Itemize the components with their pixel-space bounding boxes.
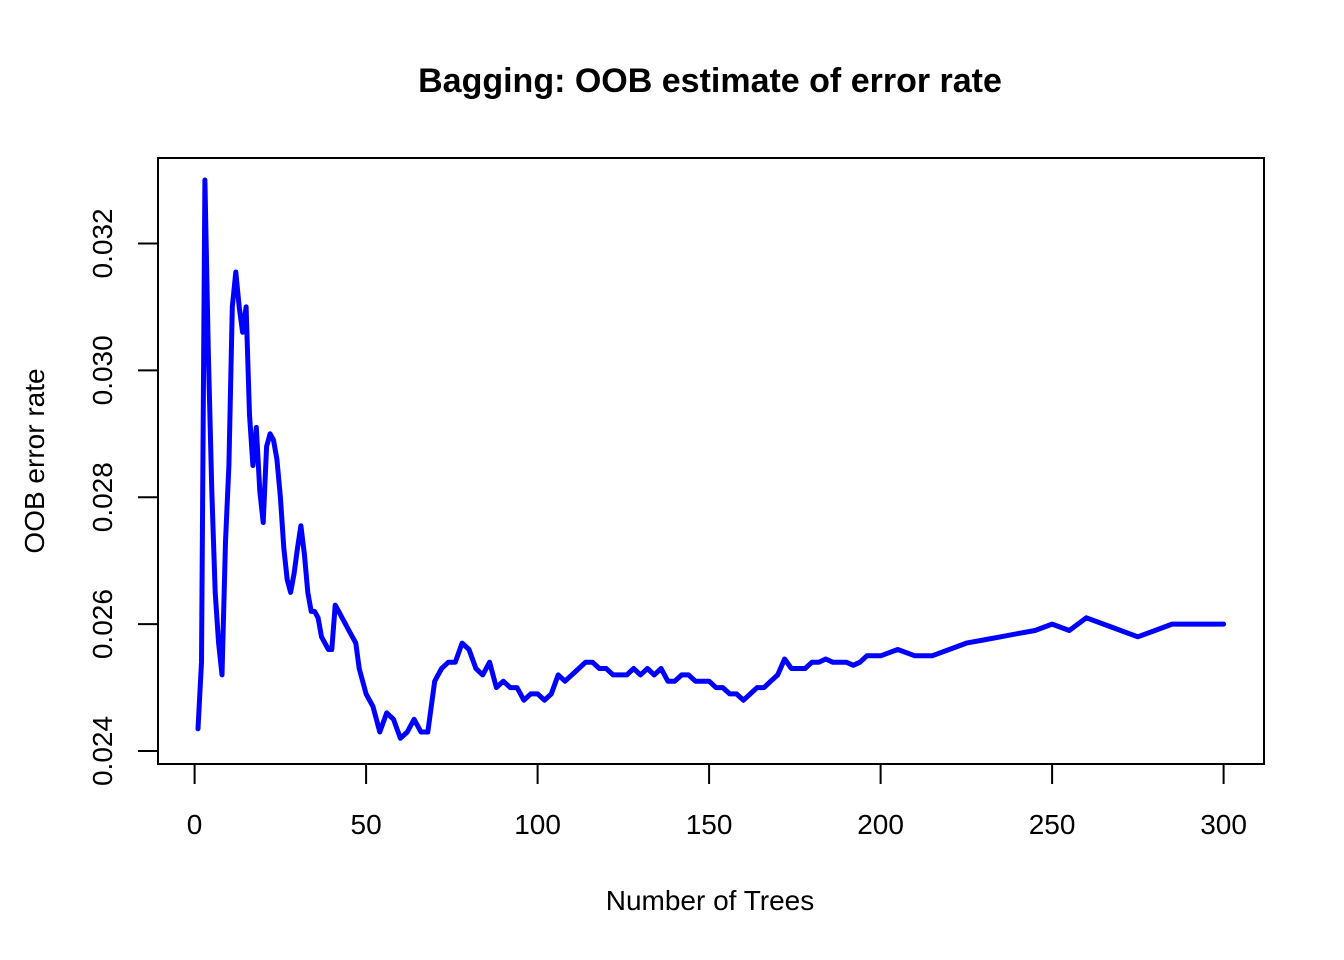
x-tick-label: 200 [857,809,904,840]
y-tick-label: 0.032 [87,208,118,278]
x-axis-label: Number of Trees [606,885,815,916]
x-tick-label: 300 [1200,809,1247,840]
chart-title: Bagging: OOB estimate of error rate [418,62,1002,100]
y-tick-label: 0.026 [87,589,118,659]
y-tick-label: 0.028 [87,462,118,532]
x-axis: 0 50 100 150 200 250 300 [187,763,1247,840]
y-tick-label: 0.024 [87,716,118,786]
series-line-oob-error [195,177,1227,741]
y-axis-label: OOB error rate [19,368,50,553]
series-layer [195,177,1227,741]
x-tick-label: 50 [351,809,382,840]
y-axis: 0.024 0.026 0.028 0.030 0.032 [87,208,159,786]
x-tick-label: 0 [187,809,203,840]
x-tick-label: 150 [686,809,733,840]
plot-frame [157,157,1265,765]
y-tick-label: 0.030 [87,335,118,405]
x-tick-label: 100 [514,809,561,840]
x-tick-label: 250 [1029,809,1076,840]
